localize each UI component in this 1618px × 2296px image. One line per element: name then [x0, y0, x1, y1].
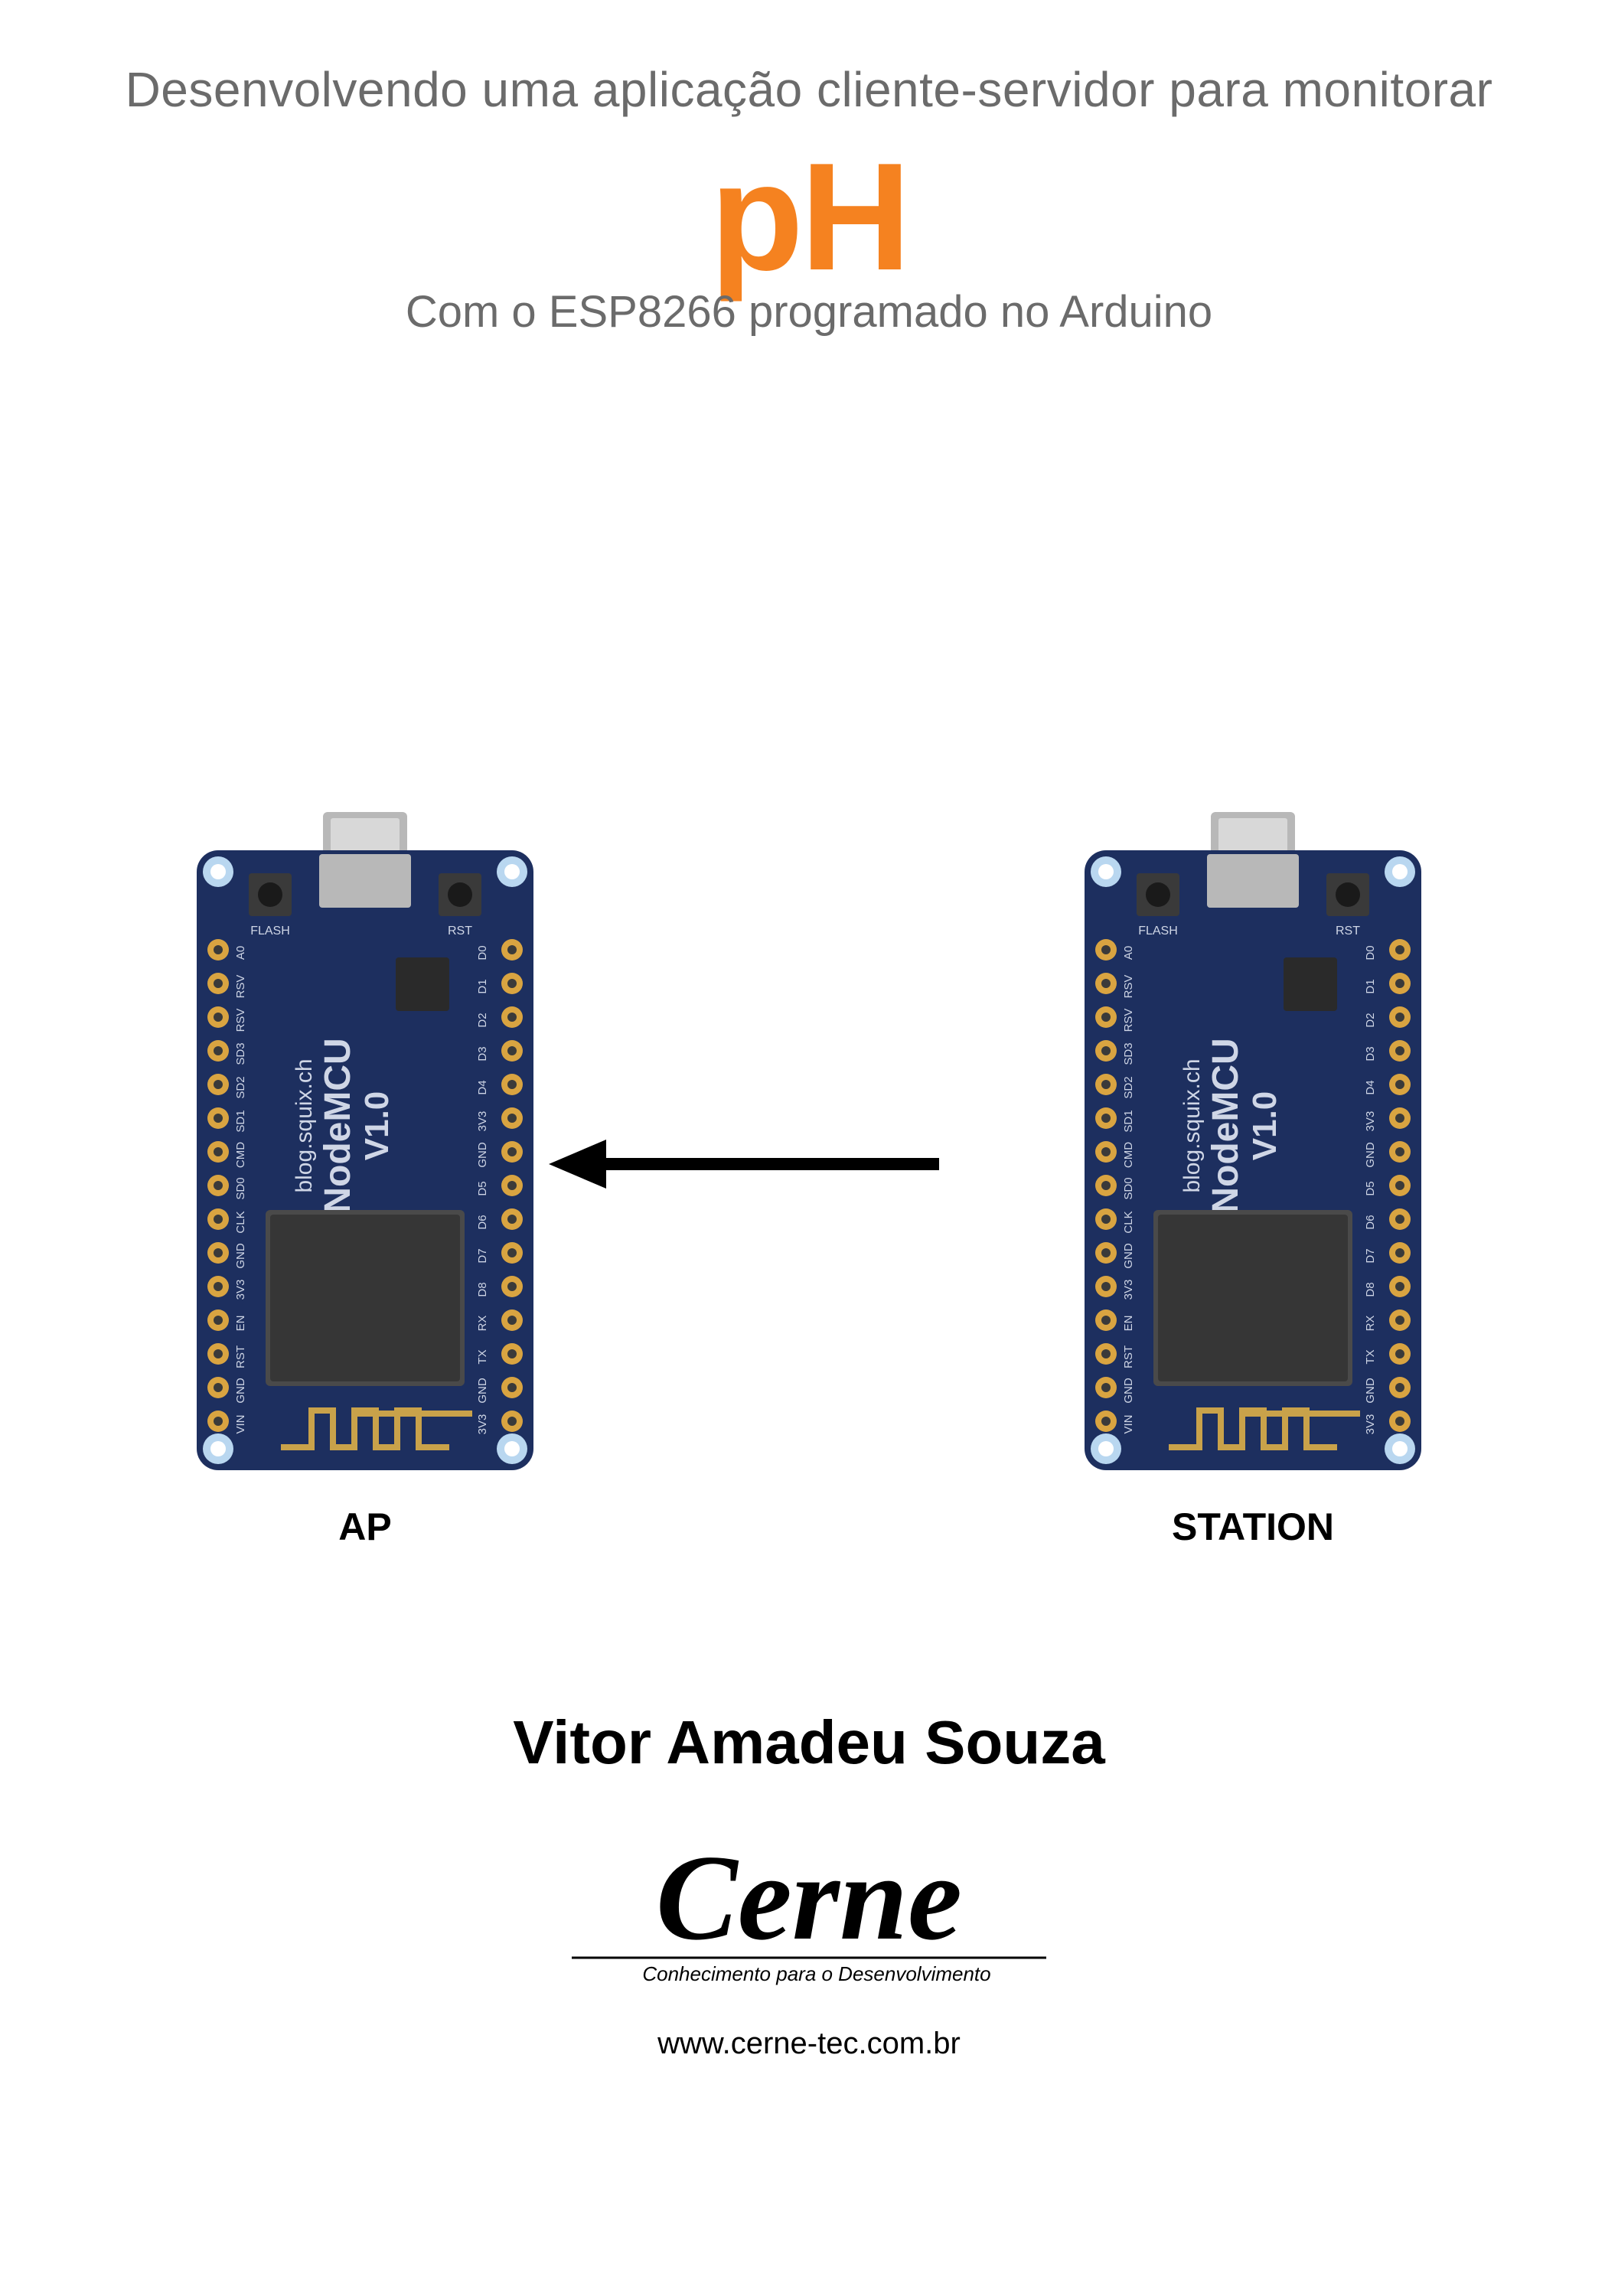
- svg-text:GND: GND: [234, 1378, 247, 1404]
- svg-text:blog.squix.ch: blog.squix.ch: [292, 1058, 317, 1192]
- title-highlight: pH: [59, 141, 1559, 294]
- publisher-logo: Cerne Conhecimento para o Desenvolviment…: [541, 1839, 1077, 2061]
- svg-text:D2: D2: [1364, 1013, 1377, 1027]
- svg-text:GND: GND: [476, 1142, 489, 1168]
- svg-text:NodeMCU: NodeMCU: [1205, 1038, 1246, 1213]
- svg-text:RSV: RSV: [1122, 975, 1135, 999]
- svg-text:D5: D5: [1364, 1181, 1377, 1195]
- svg-text:TX: TX: [1364, 1349, 1377, 1364]
- svg-text:SD0: SD0: [1122, 1177, 1135, 1199]
- svg-text:D5: D5: [476, 1181, 489, 1195]
- svg-text:V1.0: V1.0: [358, 1091, 396, 1161]
- logo-tagline: Conhecimento para o Desenvolvimento: [642, 1962, 990, 1985]
- svg-text:GND: GND: [1122, 1378, 1135, 1404]
- svg-text:RST: RST: [448, 925, 472, 938]
- svg-text:GND: GND: [1122, 1243, 1135, 1269]
- svg-text:D6: D6: [476, 1215, 489, 1229]
- nodemcu-board-station: FLASH RST A0 RSV RSV SD3 SD2 SD1 CMD SD0 CLK GND 3V3…: [1085, 812, 1421, 1470]
- svg-text:RX: RX: [1364, 1316, 1377, 1332]
- svg-text:RSV: RSV: [234, 1009, 247, 1032]
- svg-text:D3: D3: [1364, 1046, 1377, 1061]
- board-ap: FLASH RST A0 RSV RSV SD3 SD2 SD1 CMD SD0 CLK GND 3V3…: [197, 812, 533, 1549]
- svg-text:TX: TX: [476, 1349, 489, 1364]
- svg-text:D3: D3: [476, 1046, 489, 1061]
- svg-text:3V3: 3V3: [476, 1111, 489, 1132]
- svg-text:D1: D1: [1364, 979, 1377, 993]
- diagram-area: FLASH RST A0 RSV RSV SD3 SD2 SD1 CMD SD0 CLK GND 3V3…: [59, 812, 1559, 1577]
- svg-text:CLK: CLK: [1122, 1211, 1135, 1233]
- svg-text:D6: D6: [1364, 1215, 1377, 1229]
- svg-text:RSV: RSV: [234, 975, 247, 999]
- svg-text:3V3: 3V3: [1364, 1414, 1377, 1435]
- svg-text:GND: GND: [234, 1243, 247, 1269]
- arrow: [549, 1133, 947, 1179]
- svg-text:D7: D7: [476, 1248, 489, 1263]
- svg-text:D4: D4: [476, 1080, 489, 1094]
- svg-text:CLK: CLK: [234, 1211, 247, 1233]
- svg-text:SD1: SD1: [234, 1110, 247, 1132]
- svg-text:D0: D0: [1364, 945, 1377, 960]
- svg-text:D2: D2: [476, 1013, 489, 1027]
- svg-text:GND: GND: [1364, 1378, 1377, 1404]
- svg-text:VIN: VIN: [234, 1414, 247, 1433]
- board-station: FLASH RST A0 RSV RSV SD3 SD2 SD1 CMD SD0 CLK GND 3V3…: [1085, 812, 1421, 1549]
- svg-text:SD2: SD2: [234, 1076, 247, 1098]
- author-name: Vitor Amadeu Souza: [59, 1707, 1559, 1778]
- svg-text:3V3: 3V3: [234, 1280, 247, 1300]
- svg-text:RSV: RSV: [1122, 1009, 1135, 1032]
- svg-text:3V3: 3V3: [476, 1414, 489, 1435]
- svg-text:SD3: SD3: [1122, 1042, 1135, 1065]
- svg-text:RST: RST: [234, 1345, 247, 1368]
- svg-text:VIN: VIN: [1122, 1414, 1135, 1433]
- svg-text:FLASH: FLASH: [250, 925, 290, 938]
- svg-text:A0: A0: [234, 946, 247, 960]
- svg-text:EN: EN: [1122, 1316, 1135, 1332]
- svg-text:D0: D0: [476, 945, 489, 960]
- svg-text:SD2: SD2: [1122, 1076, 1135, 1098]
- board-label-station: STATION: [1085, 1505, 1421, 1549]
- svg-text:RST: RST: [1336, 925, 1360, 938]
- svg-text:FLASH: FLASH: [1138, 925, 1178, 938]
- svg-text:D1: D1: [476, 979, 489, 993]
- svg-text:D8: D8: [1364, 1282, 1377, 1296]
- svg-text:A0: A0: [1122, 946, 1135, 960]
- logo-url: www.cerne-tec.com.br: [541, 2027, 1077, 2061]
- title-line2: Com o ESP8266 programado no Arduino: [59, 286, 1559, 338]
- svg-text:GND: GND: [1364, 1142, 1377, 1168]
- svg-text:EN: EN: [234, 1316, 247, 1332]
- board-label-ap: AP: [197, 1505, 533, 1549]
- svg-text:D7: D7: [1364, 1248, 1377, 1263]
- svg-text:CMD: CMD: [234, 1142, 247, 1168]
- title-line1: Desenvolvendo uma aplicação cliente-serv…: [59, 61, 1559, 118]
- svg-text:RX: RX: [476, 1316, 489, 1332]
- svg-text:SD3: SD3: [234, 1042, 247, 1065]
- svg-text:Cerne: Cerne: [656, 1839, 962, 1965]
- svg-text:V1.0: V1.0: [1246, 1091, 1284, 1161]
- svg-text:blog.squix.ch: blog.squix.ch: [1179, 1058, 1205, 1192]
- svg-text:3V3: 3V3: [1122, 1280, 1135, 1300]
- svg-text:RST: RST: [1122, 1345, 1135, 1368]
- svg-text:CMD: CMD: [1122, 1142, 1135, 1168]
- svg-text:D8: D8: [476, 1282, 489, 1296]
- svg-text:GND: GND: [476, 1378, 489, 1404]
- svg-text:3V3: 3V3: [1364, 1111, 1377, 1132]
- nodemcu-board-ap: FLASH RST A0 RSV RSV SD3 SD2 SD1 CMD SD0 CLK GND 3V3…: [197, 812, 533, 1470]
- svg-text:NodeMCU: NodeMCU: [318, 1038, 358, 1213]
- svg-text:SD0: SD0: [234, 1177, 247, 1199]
- cerne-logo-svg: Cerne Conhecimento para o Desenvolviment…: [541, 1839, 1077, 2007]
- svg-text:D4: D4: [1364, 1080, 1377, 1094]
- svg-text:SD1: SD1: [1122, 1110, 1135, 1132]
